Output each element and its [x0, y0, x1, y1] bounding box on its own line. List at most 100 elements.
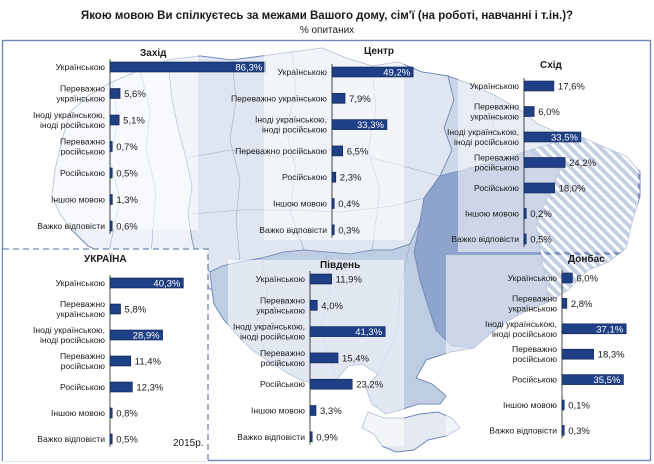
value-label: 5,8% — [125, 305, 147, 316]
category-label: Українською — [56, 278, 106, 288]
category-label: Переважно українською — [508, 293, 557, 313]
category-label: Російською — [260, 379, 306, 389]
category-label: Переважно російською — [512, 344, 558, 364]
value-label: 4,0% — [321, 301, 343, 312]
panel-title: Захід — [140, 48, 167, 59]
category-label: Переважно українською — [231, 93, 328, 103]
category-label: Російською — [282, 172, 328, 182]
category-label: Іноді українською, іноді російською — [485, 319, 558, 339]
value-label: 1,3% — [116, 195, 138, 206]
bar — [331, 171, 337, 183]
category-label: Іншою мовою — [51, 408, 106, 418]
category-label: Переважно українською — [56, 299, 105, 319]
bar — [561, 399, 565, 411]
bar — [109, 355, 132, 367]
category-label: Іншою мовою — [251, 406, 306, 416]
category-label: Українською — [278, 67, 328, 77]
value-label: 86,3% — [235, 63, 262, 74]
bar — [561, 323, 627, 335]
category-label: Важко відповісти — [489, 425, 557, 435]
bar — [109, 433, 113, 445]
bar — [109, 88, 121, 99]
bar — [109, 407, 113, 419]
bar — [309, 352, 339, 364]
category-label: Українською — [256, 274, 306, 284]
panel-title: Центр — [364, 46, 394, 57]
category-label: Російською — [474, 183, 520, 193]
category-label: Переважно російською — [60, 351, 106, 371]
value-label: 0,1% — [568, 401, 590, 412]
bar — [109, 220, 113, 232]
bar — [523, 182, 555, 194]
panel-background — [458, 60, 638, 252]
value-label: 0,5% — [116, 169, 138, 180]
panel-2: Схід Українською 17,6% Переважно українською… — [447, 60, 638, 252]
value-label: 28,9% — [133, 331, 160, 342]
bar — [109, 141, 113, 152]
year-label: 2015р. — [173, 438, 204, 449]
panel-3: УКРАЇНА Українською 40,3% Переважно українсь… — [33, 252, 194, 447]
value-label: 33,5% — [551, 133, 578, 144]
value-label: 23,2% — [356, 380, 383, 391]
panel-0: Захід Українською 86,3% Переважно українсько… — [28, 48, 266, 234]
category-label: Переважно російською — [60, 137, 106, 157]
bar — [309, 299, 318, 311]
value-label: 6,0% — [576, 274, 598, 285]
bar — [331, 198, 335, 209]
panel-title: Схід — [540, 60, 563, 71]
category-label: Українською — [508, 273, 558, 283]
category-label: Важко відповісти — [37, 221, 105, 231]
value-label: 33,3% — [357, 120, 384, 131]
bar — [561, 425, 565, 436]
value-label: 5,1% — [123, 116, 145, 127]
category-label: Іншою мовою — [51, 195, 106, 205]
value-label: 37,1% — [596, 324, 623, 335]
value-label: 11,9% — [336, 275, 363, 286]
bar — [109, 303, 121, 315]
bar — [561, 348, 594, 360]
category-label: Переважно українською — [470, 102, 519, 122]
category-label: Переважно українською — [256, 295, 305, 315]
panel-background — [28, 48, 198, 230]
category-label: Російською — [60, 382, 106, 392]
ukraine-total-box-border — [3, 248, 209, 461]
value-label: 0,5% — [116, 435, 138, 446]
panel-title: Південь — [320, 260, 360, 271]
category-label: Переважно російською — [474, 153, 520, 173]
value-label: 0,8% — [116, 409, 138, 420]
bar — [109, 114, 120, 126]
value-label: 24,2% — [569, 158, 596, 169]
value-label: 18,3% — [598, 350, 625, 361]
category-label: Важко відповісти — [451, 234, 519, 244]
category-label: Іншою мовою — [465, 209, 520, 219]
bar — [109, 329, 163, 341]
value-label: 0,6% — [116, 222, 138, 233]
chart-subtitle: % опитаних — [300, 25, 354, 36]
panel-title: Донбас — [568, 253, 605, 265]
bar — [109, 277, 184, 289]
bar — [109, 194, 113, 205]
chart-title: Якою мовою Ви спілкуєтесь за межами Вашо… — [81, 10, 573, 22]
category-label: Іншою мовою — [503, 400, 558, 410]
value-label: 12,3% — [136, 383, 163, 394]
bar — [523, 157, 566, 168]
category-label: Важко відповісти — [259, 225, 327, 235]
value-label: 49,2% — [383, 68, 410, 79]
bar — [309, 273, 332, 285]
category-label: Переважно українською — [56, 84, 105, 104]
panel-background — [446, 255, 646, 445]
bar — [331, 66, 414, 78]
category-label: Російською — [512, 375, 558, 385]
figure-border — [1, 39, 652, 462]
value-label: 6,0% — [538, 107, 560, 118]
bar — [109, 167, 113, 179]
value-label: 7,9% — [349, 94, 371, 105]
category-label: Важко відповісти — [237, 432, 305, 442]
value-label: 6,5% — [347, 146, 369, 157]
category-label: Іноді українською, іноді російською — [33, 325, 106, 345]
bar — [109, 381, 133, 393]
value-label: 0,2% — [530, 209, 552, 220]
panel-5: Донбас Українською 6,0% Переважно українсько… — [446, 253, 646, 445]
value-label: 2,8% — [571, 299, 593, 310]
panel-title: УКРАЇНА — [84, 252, 127, 265]
